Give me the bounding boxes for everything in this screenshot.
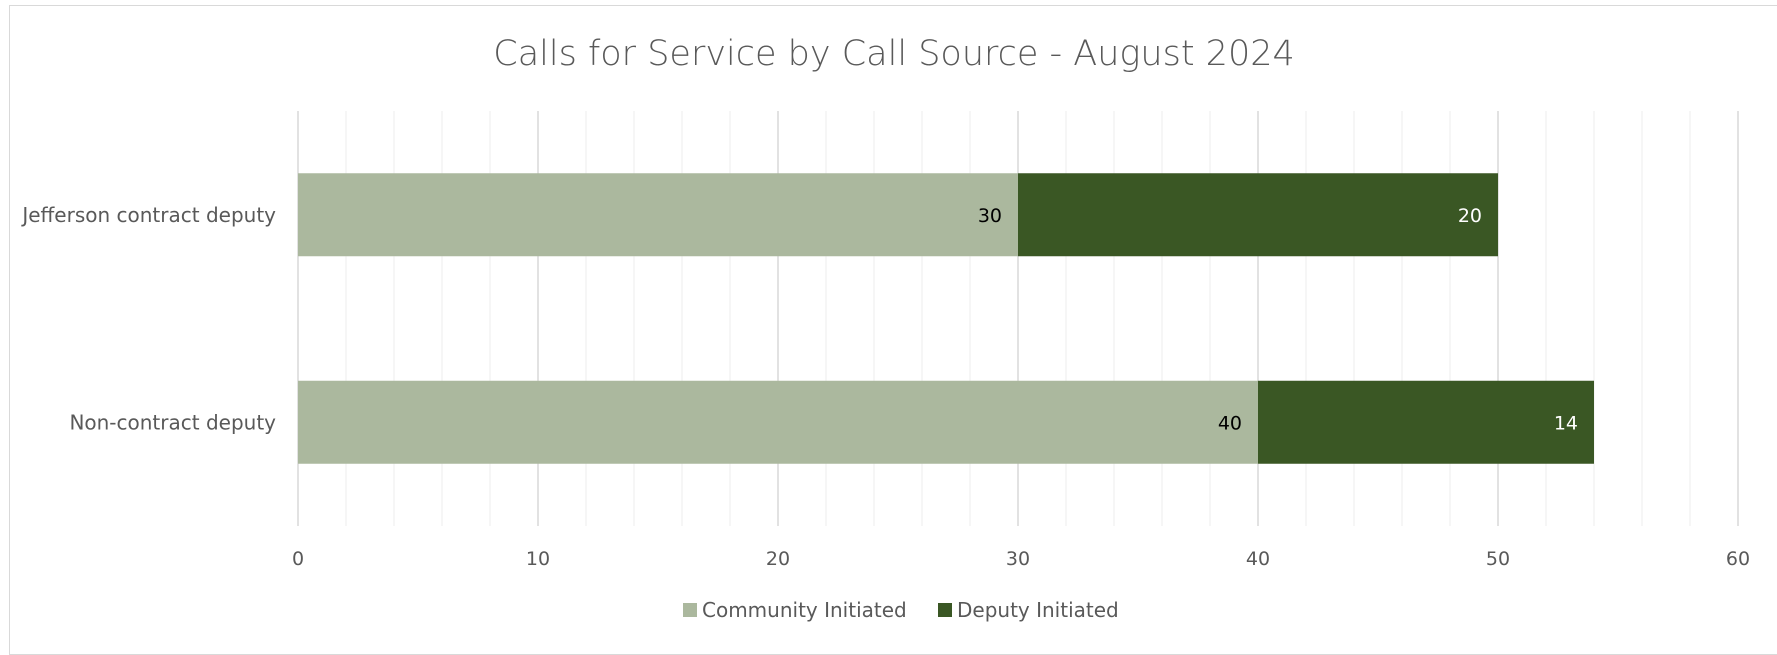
category-label: Non-contract deputy [69,410,276,434]
legend-label: Community Initiated [702,598,907,622]
data-label: 20 [1458,205,1482,227]
legend-swatch [683,603,697,617]
x-tick-label: 40 [1246,548,1270,570]
bar-segment [298,173,1018,257]
x-tick-label: 50 [1486,548,1510,570]
bar-segment [298,380,1258,464]
legend-swatch [938,603,952,617]
legend: Community Initiated Deputy Initiated [683,598,1119,622]
x-tick-label: 20 [766,548,790,570]
x-tick-label: 60 [1726,548,1750,570]
category-label: Jefferson contract deputy [20,203,276,227]
x-tick-label: 0 [292,548,304,570]
chart-title: Calls for Service by Call Source - Augus… [493,34,1295,74]
chart-frame [9,5,1777,655]
data-label: 40 [1218,412,1242,434]
legend-label: Deputy Initiated [957,598,1119,622]
labels: 0 10 20 30 40 50 60 Jefferson contract deputy 30… [20,203,1750,570]
x-tick-label: 30 [1006,548,1030,570]
data-label: 14 [1554,412,1578,434]
data-label: 30 [978,205,1002,227]
bar-segment [1258,380,1594,464]
x-tick-label: 10 [526,548,550,570]
bars [298,173,1594,464]
bar-segment [1018,173,1498,257]
